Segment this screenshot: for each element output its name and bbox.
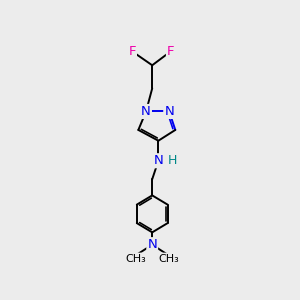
Text: N: N — [141, 105, 151, 118]
Text: F: F — [128, 45, 136, 58]
Text: H: H — [167, 154, 177, 167]
Text: N: N — [147, 238, 157, 251]
Text: CH₃: CH₃ — [125, 254, 146, 263]
Text: N: N — [154, 154, 163, 167]
Text: N: N — [164, 105, 174, 118]
Text: CH₃: CH₃ — [159, 254, 179, 263]
Text: F: F — [167, 45, 174, 58]
